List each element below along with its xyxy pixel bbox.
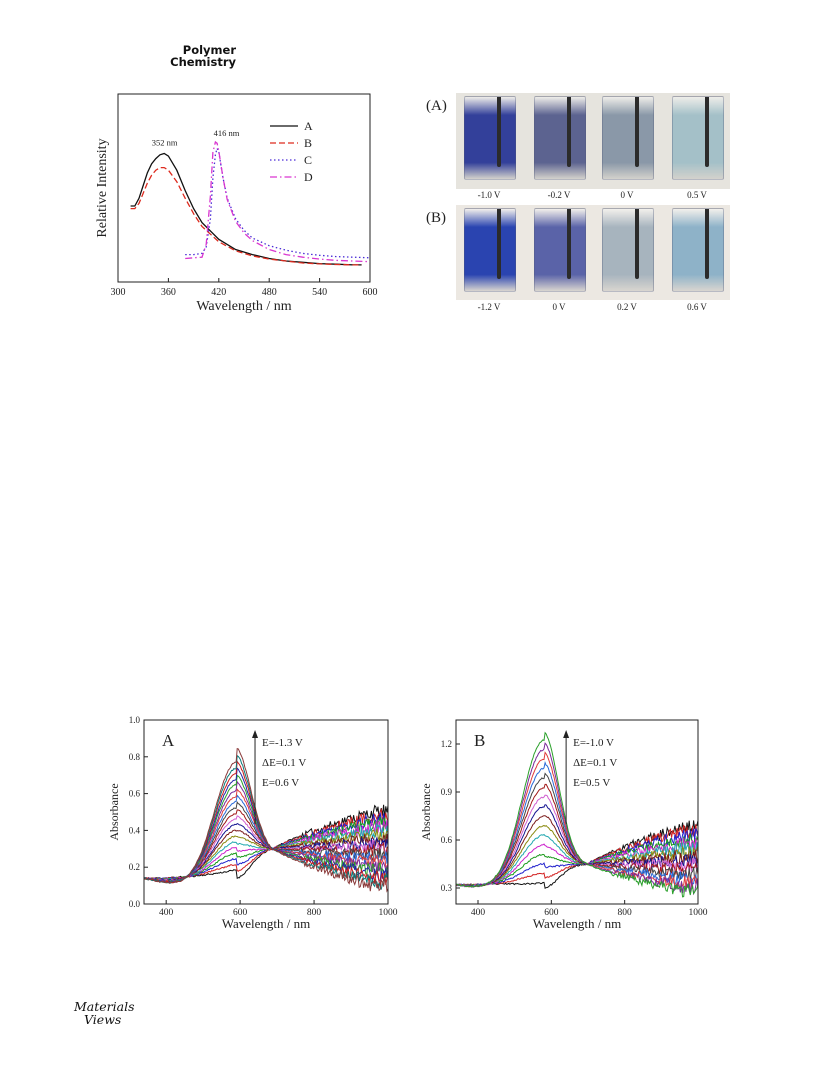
annotation-3: E=0.6 V [262,777,299,789]
electrode-a-4 [705,97,709,167]
x-tick-label: 540 [312,287,327,298]
electrode-b-2 [567,209,571,279]
vial-b-3 [602,208,654,292]
annotation-352: 352 nm [152,138,178,148]
legend-label-C: C [304,153,312,167]
annotation-1: E=-1.0 V [573,737,614,749]
x-tick-label: 800 [618,908,633,918]
annotation-1: E=-1.3 V [262,737,303,749]
photo-figure: (A) (B) -1.0 V -0.2 V 0 V 0.5 V -1.2 V 0 V 0.2… [420,88,738,320]
annotation-2: ΔE=0.1 V [262,757,306,769]
x-axis-label: Wavelength / nm [222,916,311,931]
vial-caption-a-1: -1.0 V [477,190,501,200]
logo-line2: Views [84,1012,122,1027]
x-axis-label: Wavelength / nm [533,916,622,931]
x-tick-label: 300 [111,287,126,298]
series-C-line [185,146,371,259]
x-tick-label: 600 [233,908,248,918]
annotation-2: ΔE=0.1 V [573,757,617,769]
y-axis-label: Absorbance [419,783,433,840]
vial-caption-b-3: 0.2 V [617,302,637,312]
vial-a-3 [602,96,654,180]
spectrum-20 [143,747,389,893]
vial-a-4 [672,96,724,180]
x-tick-label: 360 [161,287,176,298]
y-axis-label: Relative Intensity [95,138,110,237]
y-tick-label: 0.6 [441,835,453,845]
x-tick-label: 480 [262,287,277,298]
vial-a-2 [534,96,586,180]
x-axis-label: Wavelength / nm [196,299,291,314]
series-D-line [185,140,371,263]
fluorescence-chart: 300 360 420 480 540 600 Wavelength / nm Relativ… [95,93,378,314]
series-A-line [130,152,362,266]
vial-b-1 [464,208,516,292]
electrode-b-3 [635,209,639,279]
vial-b-4 [672,208,724,292]
x-tick-label: 600 [544,908,559,918]
vial-caption-b-1: -1.2 V [477,302,501,312]
plot-frame [455,719,699,905]
electrode-a-3 [635,97,639,167]
spectrum-16 [455,731,699,898]
y-tick-label: 1.0 [129,715,141,725]
arrow-head [563,730,570,738]
annotation-3: E=0.5 V [573,777,610,789]
legend-label-B: B [304,136,312,150]
electrode-b-1 [497,209,501,279]
y-tick-label: 0.9 [441,787,453,797]
x-tick-label: 1000 [689,908,708,918]
photo-panel-b-label: (B) [426,210,446,226]
absorbance-chart-b: 400 600 800 1000 0.3 0.6 0.9 1.2 Wavelength / nm… [419,719,708,931]
journal-name-line1: Polymer [182,43,236,57]
journal-logo: Polymer Chemistry [156,44,236,68]
plot-frame [117,93,371,283]
logo-line1: Materials [74,999,135,1014]
vial-caption-b-4: 0.6 V [687,302,707,312]
annotation-416: 416 nm [214,128,240,138]
y-tick-label: 0.6 [129,789,141,799]
vial-b-2 [534,208,586,292]
y-tick-label: 0.0 [129,899,141,909]
legend-label-D: D [304,170,313,184]
series-B-line [130,166,362,266]
arrow-head [252,730,259,738]
plot-frame [143,719,389,905]
y-tick-label: 0.2 [129,862,140,872]
vial-caption-a-3: 0 V [620,190,634,200]
x-tick-label: 600 [363,287,378,298]
x-tick-label: 1000 [379,908,398,918]
y-tick-label: 0.4 [129,825,141,835]
vial-a-1 [464,96,516,180]
x-tick-label: 800 [307,908,322,918]
panel-label: B [474,731,485,750]
y-tick-label: 0.8 [129,752,141,762]
journal-name-line2: Chemistry [170,55,236,69]
y-tick-label: 1.2 [441,739,452,749]
electrode-a-1 [497,97,501,167]
photo-panel-a-label: (A) [426,98,447,114]
electrode-a-2 [567,97,571,167]
y-tick-label: 0.3 [441,883,453,893]
legend-label-A: A [304,119,313,133]
vial-caption-b-2: 0 V [552,302,566,312]
materials-views-logo: Materials Views [74,1000,135,1026]
x-tick-label: 400 [471,908,486,918]
electrode-b-4 [705,209,709,279]
panel-label: A [162,731,175,750]
vial-caption-a-2: -0.2 V [547,190,571,200]
x-tick-label: 400 [159,908,174,918]
vial-caption-a-4: 0.5 V [687,190,707,200]
y-axis-label: Absorbance [107,783,121,840]
x-tick-label: 420 [211,287,226,298]
absorbance-chart-a: 400 600 800 1000 0.0 0.2 0.4 0.6 0.8 1.0 Wavelengt… [107,715,398,931]
